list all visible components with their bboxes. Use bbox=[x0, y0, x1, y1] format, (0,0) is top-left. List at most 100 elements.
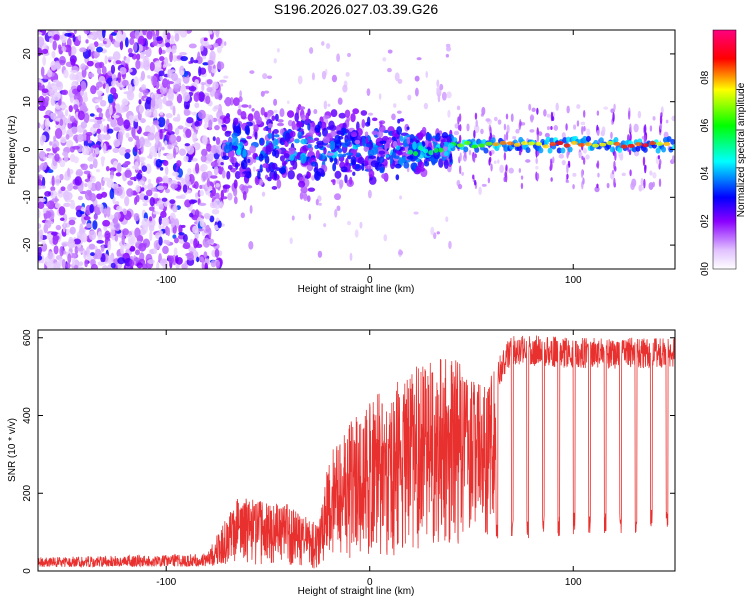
heatmap-cell bbox=[570, 140, 578, 145]
heatmap-cell bbox=[156, 176, 163, 183]
heatmap-cell bbox=[211, 187, 216, 197]
heatmap-cell bbox=[132, 165, 139, 170]
heatmap-cell bbox=[184, 173, 190, 183]
heatmap-cell bbox=[59, 118, 64, 126]
heatmap-cell bbox=[159, 56, 165, 62]
chart-title: S196.2026.027.03.39.G26 bbox=[274, 1, 438, 17]
heatmap-cell bbox=[42, 55, 47, 66]
heatmap-cell bbox=[152, 94, 156, 102]
heatmap-cell bbox=[140, 70, 146, 81]
heatmap-cell bbox=[315, 198, 319, 206]
heatmap-cell bbox=[132, 133, 136, 139]
heatmap-cell bbox=[322, 115, 331, 119]
heatmap-cell bbox=[38, 105, 46, 111]
heatmap-cell bbox=[57, 44, 62, 50]
heatmap-cell bbox=[212, 81, 219, 90]
heatmap-cell bbox=[73, 238, 82, 245]
heatmap-cell bbox=[180, 70, 185, 76]
heatmap-cell bbox=[149, 197, 155, 207]
heatmap-cell bbox=[314, 170, 321, 181]
heatmap-cell bbox=[466, 123, 470, 132]
heatmap-cell bbox=[421, 126, 427, 135]
heatmap-cell bbox=[158, 70, 165, 77]
snr-ytick-label: 400 bbox=[22, 407, 33, 424]
heatmap-cell bbox=[456, 105, 461, 111]
heatmap-cell bbox=[311, 175, 315, 181]
heatmap-cell bbox=[334, 170, 342, 179]
heatmap-cell bbox=[322, 127, 328, 137]
heatmap-cell bbox=[61, 241, 70, 247]
heatmap-cell bbox=[613, 141, 621, 146]
heatmap-ylabel: Frequency (Hz) bbox=[7, 116, 18, 185]
heatmap-cell bbox=[83, 216, 91, 221]
heatmap-cell bbox=[271, 115, 276, 121]
heatmap-cell bbox=[468, 149, 472, 156]
heatmap-cell bbox=[287, 119, 293, 127]
heatmap-cell bbox=[44, 95, 50, 103]
heatmap-cell bbox=[578, 151, 583, 158]
heatmap-cell bbox=[116, 109, 125, 114]
heatmap-cell bbox=[659, 158, 662, 166]
heatmap-cell bbox=[117, 131, 124, 143]
heatmap-cell bbox=[182, 241, 191, 250]
heatmap-cell bbox=[393, 103, 397, 108]
heatmap-cell bbox=[186, 180, 192, 187]
heatmap-cell bbox=[267, 176, 272, 182]
heatmap-cell bbox=[94, 147, 100, 155]
heatmap-cell bbox=[129, 259, 134, 268]
heatmap-cell bbox=[209, 215, 215, 223]
heatmap-cell bbox=[46, 148, 52, 152]
heatmap-cell bbox=[189, 238, 194, 245]
heatmap-cell bbox=[518, 151, 522, 156]
heatmap-cell bbox=[117, 116, 124, 127]
heatmap-cell bbox=[198, 202, 207, 206]
heatmap-cell bbox=[442, 146, 449, 152]
heatmap-cell bbox=[201, 40, 210, 47]
heatmap-cell bbox=[121, 234, 125, 246]
heatmap-cell bbox=[128, 52, 134, 58]
heatmap-cell bbox=[520, 141, 528, 146]
heatmap-cell bbox=[96, 239, 104, 244]
heatmap-cell bbox=[652, 181, 655, 188]
heatmap-cell bbox=[592, 143, 600, 148]
heatmap-cell bbox=[102, 143, 107, 154]
heatmap-cell bbox=[244, 125, 250, 135]
heatmap-cell bbox=[478, 186, 482, 196]
heatmap-cell bbox=[216, 45, 222, 54]
heatmap-cell bbox=[158, 103, 163, 110]
heatmap-cell bbox=[596, 130, 600, 136]
heatmap-cell bbox=[273, 170, 278, 180]
heatmap-cell bbox=[327, 103, 331, 107]
heatmap-cell bbox=[59, 217, 65, 222]
heatmap-cell bbox=[80, 80, 87, 92]
heatmap-cell bbox=[175, 256, 183, 265]
heatmap-cell bbox=[418, 145, 424, 151]
heatmap-cell bbox=[436, 79, 440, 88]
heatmap-cell bbox=[69, 226, 76, 235]
heatmap-cell bbox=[164, 140, 168, 147]
heatmap-cell bbox=[535, 157, 538, 165]
heatmap-cell bbox=[63, 176, 71, 181]
colorbar-tick-label: 0.0 bbox=[700, 262, 711, 276]
heatmap-cell bbox=[649, 141, 657, 146]
heatmap-cell bbox=[140, 118, 146, 124]
heatmap-cell bbox=[107, 93, 114, 104]
heatmap-cell bbox=[531, 107, 536, 113]
heatmap-cell bbox=[628, 149, 632, 156]
heatmap-cell bbox=[463, 146, 469, 153]
heatmap-cell bbox=[323, 147, 327, 155]
heatmap-cell bbox=[201, 171, 209, 181]
heatmap-cell bbox=[325, 43, 331, 49]
heatmap-cell bbox=[342, 153, 346, 158]
heatmap-cell bbox=[188, 199, 196, 205]
heatmap-cell bbox=[60, 136, 67, 144]
heatmap-cell bbox=[459, 152, 462, 162]
heatmap-cell bbox=[80, 163, 88, 171]
heatmap-cell bbox=[550, 111, 554, 122]
heatmap-cell bbox=[399, 195, 402, 200]
heatmap-cell bbox=[49, 88, 54, 98]
heatmap-cell bbox=[75, 71, 84, 82]
heatmap-cell bbox=[108, 257, 113, 265]
heatmap-cell bbox=[74, 264, 79, 269]
